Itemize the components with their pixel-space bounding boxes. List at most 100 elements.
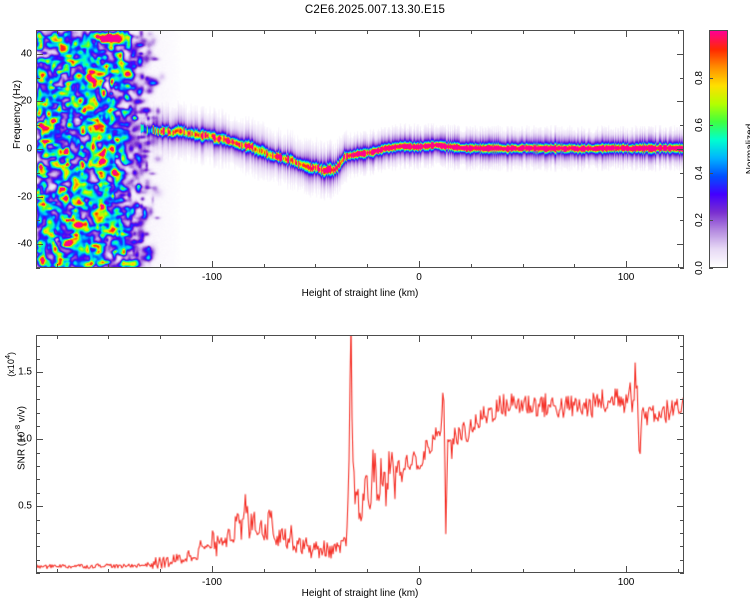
x-tick <box>315 569 317 573</box>
y-tick-right <box>677 244 684 246</box>
x-tick <box>574 569 576 573</box>
x-tick-top <box>211 335 213 342</box>
x-tick <box>677 264 679 268</box>
colorbar-tick <box>709 172 713 174</box>
y-tick <box>36 519 40 521</box>
x-tick-label: 100 <box>617 577 635 588</box>
x-tick-top <box>56 30 58 34</box>
x-tick <box>367 569 369 573</box>
x-tick-top <box>470 30 472 34</box>
y-tick <box>36 479 40 481</box>
x-tick-top <box>160 335 162 339</box>
colorbar-tick-label: 0.4 <box>694 165 705 180</box>
y-tick-label: -20 <box>17 191 32 203</box>
x-tick <box>160 264 162 268</box>
x-tick-top <box>677 30 679 34</box>
figure-title: C2E6.2025.007.13.30.E15 <box>304 4 446 16</box>
x-tick <box>56 569 58 573</box>
y-tick <box>36 53 43 55</box>
x-tick-top <box>419 30 420 37</box>
y-tick <box>36 101 43 103</box>
y-tick <box>36 412 40 414</box>
y-tick-right <box>677 149 684 150</box>
y-tick-label: 0.5 <box>18 500 32 512</box>
y-tick <box>36 372 43 374</box>
y-tick <box>36 559 40 561</box>
colorbar-tick <box>709 268 713 269</box>
y-tick <box>36 359 40 361</box>
x-tick-top <box>677 335 679 339</box>
colorbar-tick-label: 0.8 <box>694 70 705 85</box>
y-tick-label: 0 <box>26 143 32 155</box>
spectrogram-x-axis-label: Height of straight line (km) <box>301 288 419 299</box>
snr-plot-area <box>36 335 684 573</box>
spectrogram-plot-area <box>36 30 684 268</box>
colorbar-tick-label: 0.0 <box>694 261 705 275</box>
y-tick-right <box>677 372 684 374</box>
y-tick-right <box>680 345 684 347</box>
y-tick <box>36 466 40 468</box>
y-tick <box>36 268 40 269</box>
y-tick <box>36 546 40 548</box>
snr-y-axis-label-suffix: v/v) <box>16 406 28 425</box>
x-tick <box>160 569 162 573</box>
x-tick-top <box>263 335 265 339</box>
y-tick <box>36 506 43 508</box>
x-tick-label: -100 <box>201 577 222 588</box>
colorbar-tick <box>709 220 713 222</box>
x-tick-top <box>522 30 524 34</box>
y-tick-right <box>680 559 684 561</box>
y-tick-right <box>680 125 684 127</box>
x-tick-top <box>626 335 628 342</box>
y-tick-right <box>680 452 684 454</box>
snr-y-axis-label-prefix: SNR (10 <box>16 431 28 470</box>
y-tick <box>36 77 40 79</box>
x-tick-top <box>263 30 265 34</box>
x-tick-label: 0 <box>416 272 422 283</box>
x-tick-top <box>367 30 369 34</box>
x-tick <box>367 264 369 268</box>
exp-suffix: ) <box>6 352 16 355</box>
x-tick-label: 100 <box>617 272 635 283</box>
snr-y-axis-label-exponent: -8 <box>13 424 22 432</box>
y-tick-right <box>680 425 684 427</box>
y-tick-label: 1.5 <box>18 366 32 378</box>
y-tick-label: 40 <box>20 48 32 60</box>
x-tick-top <box>108 30 110 34</box>
spectrogram-y-axis-label: Frequency (Hz) <box>12 80 23 149</box>
colorbar-tick <box>709 125 713 127</box>
y-tick-right <box>680 546 684 548</box>
y-tick <box>36 196 43 198</box>
x-tick <box>263 264 265 268</box>
colorbar-gradient <box>710 31 727 267</box>
x-tick <box>108 264 110 268</box>
y-tick-right <box>680 30 684 31</box>
x-tick <box>419 566 420 573</box>
x-tick-top <box>470 335 472 339</box>
y-tick-right <box>680 220 684 222</box>
colorbar-tick <box>709 77 713 79</box>
exp-prefix: (x10 <box>6 359 16 377</box>
x-tick-top <box>315 335 317 339</box>
y-tick <box>36 452 40 454</box>
x-tick-label: -100 <box>201 272 222 283</box>
colorbar-title: Normalized spectral amplitude <box>745 123 750 175</box>
snr-x-axis-label: Height of straight line (km) <box>301 588 419 599</box>
spectrogram-image <box>37 31 683 267</box>
exp-value: 4 <box>3 355 12 360</box>
x-tick-top <box>522 335 524 339</box>
x-tick <box>574 264 576 268</box>
y-tick-right <box>680 492 684 494</box>
x-tick-top <box>367 335 369 339</box>
x-tick <box>626 261 628 268</box>
y-tick-right <box>680 385 684 387</box>
y-tick <box>36 149 43 150</box>
y-tick-right <box>680 479 684 481</box>
y-tick-right <box>680 399 684 401</box>
y-tick <box>36 172 40 174</box>
y-tick <box>36 399 40 401</box>
x-tick-label: 0 <box>416 577 422 588</box>
y-tick-right <box>680 359 684 361</box>
x-tick-top <box>419 335 420 342</box>
